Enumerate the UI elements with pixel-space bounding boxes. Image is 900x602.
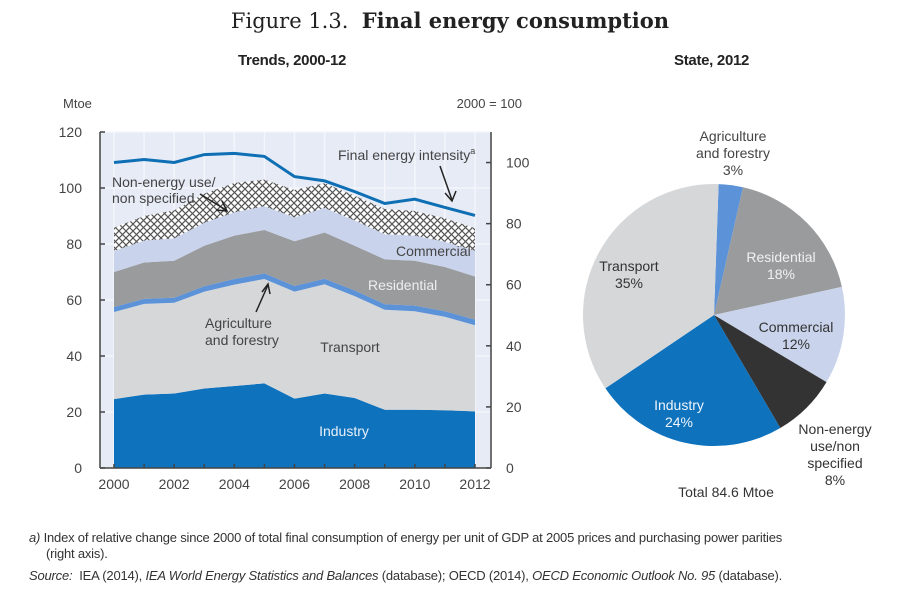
pie-label-industry: 24% <box>665 414 693 430</box>
area-commercial <box>114 206 475 277</box>
pie-subtitle: State, 2012 <box>674 52 750 69</box>
pie-label-non-energy: 8% <box>825 472 845 488</box>
source-note: Source: IEA (2014), IEA World Energy Sta… <box>29 568 782 584</box>
pie-slice-agriculture-and-forestry <box>714 184 743 315</box>
annotation-final-energy-intensity: Final energy intensitya <box>338 146 475 163</box>
left-tick-label: 60 <box>66 292 82 308</box>
pie-label-transport: 35% <box>615 275 643 291</box>
arrowhead-agriculture <box>261 282 271 295</box>
annotation-agriculture-2: and forestry <box>205 332 279 348</box>
right-tick-label: 20 <box>506 399 522 415</box>
pie-label-residential: 18% <box>767 266 795 282</box>
footnote-a: a) Index of relative change since 2000 o… <box>29 530 782 562</box>
arrowhead-non-energy <box>215 200 229 212</box>
arrowhead-intensity <box>444 190 457 203</box>
right-tick-label: 40 <box>506 338 522 354</box>
left-tick-label: 100 <box>59 180 83 196</box>
source-part: (database). <box>715 568 783 583</box>
x-tick-label: 2012 <box>459 476 490 492</box>
annotation-transport: Transport <box>320 339 380 355</box>
x-tick-label: 2008 <box>339 476 370 492</box>
trends-subtitle: Trends, 2000-12 <box>238 52 347 69</box>
pie-label-non-energy: use/non <box>810 438 860 454</box>
right-tick-label: 80 <box>506 216 522 232</box>
pie-total-label: Total 84.6 Mtoe <box>678 484 774 500</box>
annotation-residential: Residential <box>368 277 437 293</box>
pie-slice-industry <box>605 315 781 447</box>
left-tick-label: 20 <box>66 404 82 420</box>
source-part: IEA World Energy Statistics and Balances <box>145 568 379 583</box>
x-tick-label: 2006 <box>279 476 310 492</box>
source-part: OECD Economic Outlook No. 95 <box>532 568 716 583</box>
pie-label-agriculture: Agriculture <box>700 128 767 144</box>
pie-label-agriculture: and forestry <box>696 145 770 161</box>
arrow-intensity <box>439 165 453 201</box>
pie-label-residential: Residential <box>746 249 815 265</box>
footnote-line1: Index of relative change since 2000 of t… <box>43 530 783 545</box>
area-industry <box>114 383 475 468</box>
area-transport <box>114 279 475 412</box>
annotation-commercial: Commercial <box>396 243 471 259</box>
pie-label-industry: Industry <box>654 397 704 413</box>
annotation-superscript: a <box>470 146 475 156</box>
right-tick-label: 100 <box>506 155 530 171</box>
left-tick-label: 120 <box>59 124 83 140</box>
pie-label-agriculture: 3% <box>723 162 743 178</box>
pie-label-non-energy: specified <box>807 455 862 471</box>
left-tick-label: 40 <box>66 348 82 364</box>
source-text: IEA (2014), IEA World Energy Statistics … <box>79 568 782 583</box>
pie-slice-residential <box>714 187 842 315</box>
left-tick-label: 0 <box>74 460 82 476</box>
left-tick-label: 80 <box>66 236 82 252</box>
pie-slice-non-energy-use-non-specified <box>714 315 827 428</box>
pie-label-non-energy: Non-energy <box>798 421 871 437</box>
figure-number: Figure 1.3. <box>230 9 349 33</box>
source-label: Source: <box>29 568 73 583</box>
area-agriculture-and-forestry <box>114 273 475 326</box>
right-tick-label: 60 <box>506 277 522 293</box>
x-tick-label: 2000 <box>98 476 129 492</box>
pie-label-transport: Transport <box>599 258 659 274</box>
footnote-line2: (right axis). <box>46 546 108 561</box>
right-tick-label: 0 <box>506 460 514 476</box>
pie-slice-transport <box>582 184 719 389</box>
final-energy-intensity-line <box>113 151 476 217</box>
annotation-non-energy-1: Non-energy use/ <box>112 174 216 190</box>
x-tick-label: 2004 <box>219 476 250 492</box>
trends-area-chart: 0 20 40 60 80 100 120 0 20 40 60 80 100 2000 2002 2004 2… <box>59 96 530 492</box>
x-tick-label: 2002 <box>159 476 190 492</box>
pie-slice-commercial <box>714 286 845 383</box>
annotation-industry: Industry <box>319 423 369 439</box>
pie-label-commercial: Commercial <box>759 319 834 335</box>
x-tick-label: 2010 <box>399 476 430 492</box>
right-axis-unit: 2000 = 100 <box>457 96 522 111</box>
arrow-non-energy <box>199 193 227 211</box>
figure-name: Final energy consumption <box>361 8 670 33</box>
area-residential <box>114 230 475 320</box>
footnote-marker: a) <box>29 530 41 545</box>
source-part: (database); OECD (2014), <box>378 568 533 583</box>
pie-label-commercial: 12% <box>782 336 810 352</box>
annotation-non-energy-2: non specified <box>112 190 195 206</box>
figure-title: Figure 1.3. Final energy consumption <box>0 8 900 33</box>
annotation-agriculture-1: Agriculture <box>205 315 272 331</box>
arrow-agriculture <box>255 284 269 313</box>
left-axis-unit: Mtoe <box>63 96 92 111</box>
source-part: IEA (2014), <box>79 568 146 583</box>
